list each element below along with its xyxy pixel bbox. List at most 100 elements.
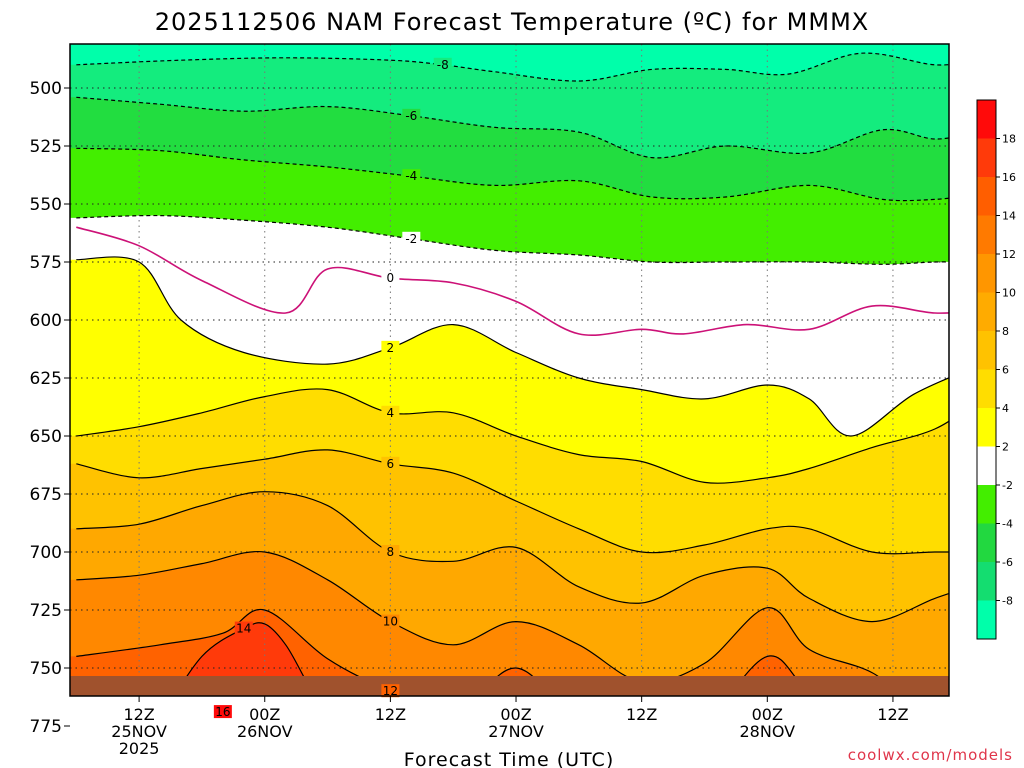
y-tick-label: 725 [30,601,62,621]
x-tick-label: 12Z [375,705,406,724]
y-tick-label: 750 [30,659,62,679]
isotherm-label: -4 [405,169,417,183]
x-axis-label: Forecast Time (UTC) [404,749,614,768]
x-tick-label: 00Z [752,705,783,724]
x-tick-year: 2025 [119,739,160,758]
y-tick-label: 550 [30,195,62,215]
colorbar-label: 6 [1002,364,1009,377]
colorbar-segment [977,100,996,139]
colorbar-segment [977,254,996,293]
isotherm-label: 12 [383,684,398,698]
colorbar-segment [977,446,996,486]
isotherm-label: 6 [387,457,395,471]
colorbar: 18 16 14 12 10 8 6 4 2 -2 -4 -6 -8 [976,99,1016,640]
colorbar-label: -2 [1002,479,1013,492]
isotherm--6 [76,96,949,159]
isotherm-label-bg [381,614,400,628]
isotherm-label: 8 [387,545,395,559]
y-tick-label: 600 [30,311,62,331]
isotherm-label: 10 [383,615,398,629]
colorbar-segment [977,292,996,332]
colorbar-segment [977,562,996,601]
isotherm--8 [76,52,949,82]
isotherm-label-bg [381,456,400,470]
x-tick-label: 12Z [123,705,154,724]
x-tick-label: 12Z [877,705,908,724]
isotherm-2 [76,256,949,437]
chart-title: 2025112506 NAM Forecast Temperature (ºC)… [155,8,869,36]
colorbar-segment [977,523,996,563]
isotherm-label-bg [433,57,452,71]
colorbar-label: 14 [1002,210,1016,223]
y-tick-label: 675 [30,485,62,505]
y-tick-label: 500 [30,79,62,99]
isotherm-label-bg [381,405,400,419]
y-axis: 500 525 550 575 600 625 650 675 700 725 750 775 [30,79,70,737]
colorbar-label: 16 [1002,171,1016,184]
colorbar-segment [977,408,996,447]
isotherm-label: -8 [437,58,449,72]
y-tick-label: 775 [30,717,62,737]
colorbar-label: 12 [1002,248,1016,261]
colorbar-segment [977,215,996,255]
isotherm-label-bg [402,169,421,183]
isotherm-4 [76,388,949,484]
isotherm-label-bg [234,621,253,635]
isotherm-label: 4 [387,406,395,420]
colorbar-segment [977,600,996,640]
isotherm--2 [76,214,949,265]
isotherm-labels: -8 -6 -4 -2 0 2 4 6 8 10 12 14 16 [213,57,452,719]
colorbar-segment [977,485,996,524]
isotherm--4 [76,147,949,202]
colorbar-segment [977,369,996,409]
y-tick-label: 575 [30,253,62,273]
grid-lines [70,44,949,696]
x-tick-date: 27NOV [488,722,544,741]
plot-area [70,44,949,696]
isotherm-0 [76,226,949,337]
colorbar-segment [977,138,996,178]
colorbar-segment [977,177,996,216]
isotherm-label: 0 [387,271,395,285]
colorbar-label: 4 [1002,402,1009,415]
isotherm-label: 16 [215,705,230,719]
y-tick-label: 625 [30,369,62,389]
colorbar-label: 18 [1002,133,1016,146]
x-tick-date: 28NOV [740,722,796,741]
temperature-fills [70,53,949,696]
isotherm-label: -6 [405,109,417,123]
y-tick-label: 700 [30,543,62,563]
isotherm-label-bg [381,340,400,354]
isotherm-10 [76,550,906,696]
isotherm-label-bg [402,108,421,122]
x-tick-label: 12Z [626,705,657,724]
colorbar-label: -6 [1002,556,1013,569]
colorbar-segment [977,331,996,370]
x-tick-label: 00Z [249,705,280,724]
colorbar-label: 10 [1002,287,1016,300]
isotherm-label-bg [381,271,400,285]
colorbar-label: 2 [1002,441,1009,454]
isotherm-label-bg [213,705,232,719]
isotherm-label-bg [381,545,400,558]
x-tick-date: 25NOV [111,722,167,741]
y-tick-label: 525 [30,137,62,157]
isotherm-6 [76,449,949,555]
isotherm-label: 2 [387,341,395,355]
credit-text: coolwx.com/models [848,746,1013,764]
isotherm-label: 14 [236,622,251,636]
isotherm-label: -2 [405,232,417,246]
x-tick-label: 00Z [500,705,531,724]
isotherm-8 [76,491,949,623]
isotherm-label-bg [381,684,400,698]
y-tick-label: 650 [30,427,62,447]
isotherm-label-bg [402,231,421,245]
plot-frame [69,43,950,697]
colorbar-label: -8 [1002,595,1013,608]
terrain-band [70,676,949,696]
colorbar-label: -4 [1002,518,1013,531]
colorbar-label: 8 [1002,325,1009,338]
x-tick-date: 26NOV [237,722,293,741]
